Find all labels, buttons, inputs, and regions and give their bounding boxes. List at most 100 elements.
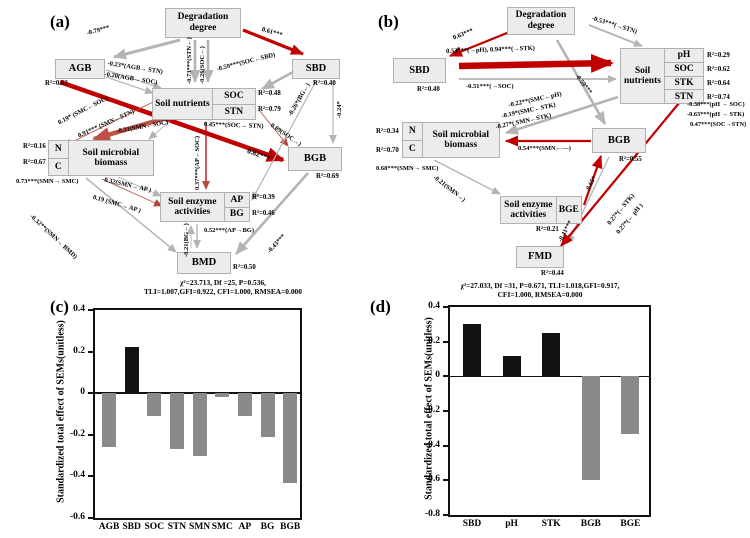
cell-soc: SOC (663, 61, 703, 76)
cell-c: C (49, 157, 69, 175)
fit-stats-a-line2: TLI=1.007,GFI=0.922, CFI=1.000, RMSEA=0.… (144, 287, 302, 297)
r2-sbd-a: R²=0.40 (313, 80, 336, 87)
x-tick-label: SMN (189, 522, 211, 532)
cell-soc: SOC (211, 89, 255, 104)
y-tick-label: -0.2 (424, 405, 440, 415)
fit-stats-b: χ²=27.033, Df =31, P=0.671, TLI=1.018,GF… (435, 281, 645, 300)
r2-bge: R²=0.21 (536, 226, 559, 233)
y-tick-mark (88, 392, 94, 395)
bar (260, 393, 275, 437)
cell-bge: BGE (555, 197, 581, 223)
bar-chart-d: 0.4 0.2 0 -0.2 -0.4 -0.6 -0.8 SBD pH STK BGB BGE (425, 301, 651, 529)
edge-label-a-bg-sbd: -0.26*(BG←) (287, 81, 312, 118)
r2-soc-a: R²=0.48 (258, 90, 281, 97)
y-tick-label: -0.8 (424, 509, 440, 519)
x-tick-label: AP (238, 522, 252, 532)
y-tick-mark (443, 479, 449, 482)
edge-label-b-ph-stk: -0.63***(pH → STK) (687, 111, 745, 118)
panel-b-label: (b) (378, 12, 399, 31)
box-degradation-degree-a: Degradation degree (165, 8, 241, 38)
fit-stats-a-line1: χ²=23.713, Df =25, P=0.536, (179, 278, 266, 287)
box-text: Degradation degree (515, 10, 567, 31)
r2-bmd: R²=0.50 (233, 264, 256, 271)
edge-label-a-deg-sbd: 0.61*** (260, 26, 284, 39)
cell-ph: pH (663, 49, 703, 62)
edge-label-b-deg-stn: -0.53***(→STN) (590, 15, 638, 36)
r2-sbd-b: R²=0.40 (417, 86, 440, 93)
box-text: BMD (191, 257, 217, 269)
y-tick-mark (88, 433, 94, 436)
x-tick-label: SMC (211, 522, 233, 532)
box-soil-nutrients-a: Soil nutrients SOC STN (152, 88, 256, 120)
bar (215, 393, 230, 398)
r2-fmd: R²=0.44 (541, 270, 564, 277)
box-sbd-b: SBD (393, 58, 446, 83)
box-text: AGB (68, 63, 92, 75)
x-tick-label: BGB (280, 522, 301, 532)
x-tick-label: BG (260, 522, 275, 532)
box-text: Soil nutrients (624, 65, 661, 86)
panel-d-label: (d) (370, 297, 391, 316)
x-tick-label: SBD (122, 522, 141, 532)
r2-soc-b: R²=0.62 (707, 66, 730, 73)
r2-ph: R²=0.29 (707, 52, 730, 59)
fit-stats-a: χ²=23.713, Df =25, P=0.536, TLI=1.007,GF… (118, 278, 328, 297)
edge-label-a-deg-stn: -0.73***(STN←) (186, 37, 193, 84)
y-tick-mark (88, 309, 94, 311)
r2-ap: R²=0.39 (252, 194, 275, 201)
y-tick-label: -0.6 (424, 474, 440, 485)
cell-ap: AP (223, 193, 249, 207)
box-text: BGB (303, 153, 327, 165)
bar (542, 333, 561, 377)
r2-bgb-a: R²=0.69 (316, 173, 339, 180)
edge-label-a-agb-bgb: 0.82*** (245, 146, 272, 163)
edge-label-a-sbd-soc: -0.59***(SOC←SBD) (216, 51, 277, 73)
y-tick-label: 0.2 (73, 345, 85, 356)
y-tick-mark (443, 340, 449, 343)
y-tick-mark (88, 517, 94, 519)
box-text: Soil microbial biomass (432, 129, 490, 150)
y-tick-mark (443, 444, 449, 447)
bar (124, 347, 139, 394)
edge-label-b-sbd-ph-stk: 0.53***(→pH), 0.94***(→STK) (446, 44, 536, 55)
box-soil-enzyme-activities-b: Soil enzyme activities BGE (500, 196, 582, 224)
y-tick-label: -0.4 (424, 439, 440, 450)
edge-label-b-soc-stn: 0.47***(SOC→STN) (690, 121, 747, 128)
cell-c: C (403, 139, 423, 157)
box-degradation-degree-b: Degradation degree (507, 7, 575, 35)
box-bgb-b: BGB (592, 128, 646, 153)
bar (102, 393, 116, 448)
y-tick-label: 0.4 (73, 304, 85, 314)
zero-line (450, 375, 649, 378)
edge-label-a-smn-bmd: -0.32**(SMN→ BMD) (28, 213, 79, 261)
y-tick-label: 0 (435, 370, 440, 381)
x-tick-label: SBD (462, 519, 482, 529)
cell-stn: STN (211, 103, 255, 119)
r2-n-b: R²=0.34 (376, 128, 399, 135)
y-tick-mark (443, 410, 449, 412)
r2-agb: R²=0.62 (45, 80, 68, 87)
edge-label-a-smn-soc: -0.31(SMN←SOC) (116, 118, 169, 135)
edge-label-a-bg-bmd: -0.21(BG←) (183, 223, 190, 257)
y-tick-mark (88, 475, 94, 478)
box-text: Soil enzyme activities (168, 196, 217, 217)
edge-label-a-bgb-bmd: -0.43*** (266, 232, 288, 255)
box-bmd: BMD (177, 252, 231, 274)
box-fmd: FMD (516, 246, 564, 268)
bar (463, 324, 481, 377)
box-text: Degradation degree (177, 12, 229, 33)
y-tick-label: 0.4 (428, 301, 440, 311)
cell-n: N (49, 141, 69, 158)
fit-stats-b-line1: χ²=27.033, Df =31, P=0.671, TLI=1.018,GF… (460, 281, 620, 290)
box-soil-microbial-biomass-b: N C Soil microbial biomass (402, 122, 500, 158)
y-axis-label-c: Standardized total effect of SEMs(unitle… (55, 320, 67, 503)
bar (147, 393, 162, 417)
x-tick-label: AGB (98, 522, 120, 532)
cell-bg: BG (223, 206, 249, 221)
box-soil-enzyme-activities-a: Soil enzyme activities AP BG (160, 192, 250, 222)
cell-stn: STN (663, 89, 703, 103)
box-text: Soil nutrients (155, 98, 210, 109)
x-tick-label: pH (505, 519, 518, 529)
x-tick-label: SOC (144, 522, 165, 532)
